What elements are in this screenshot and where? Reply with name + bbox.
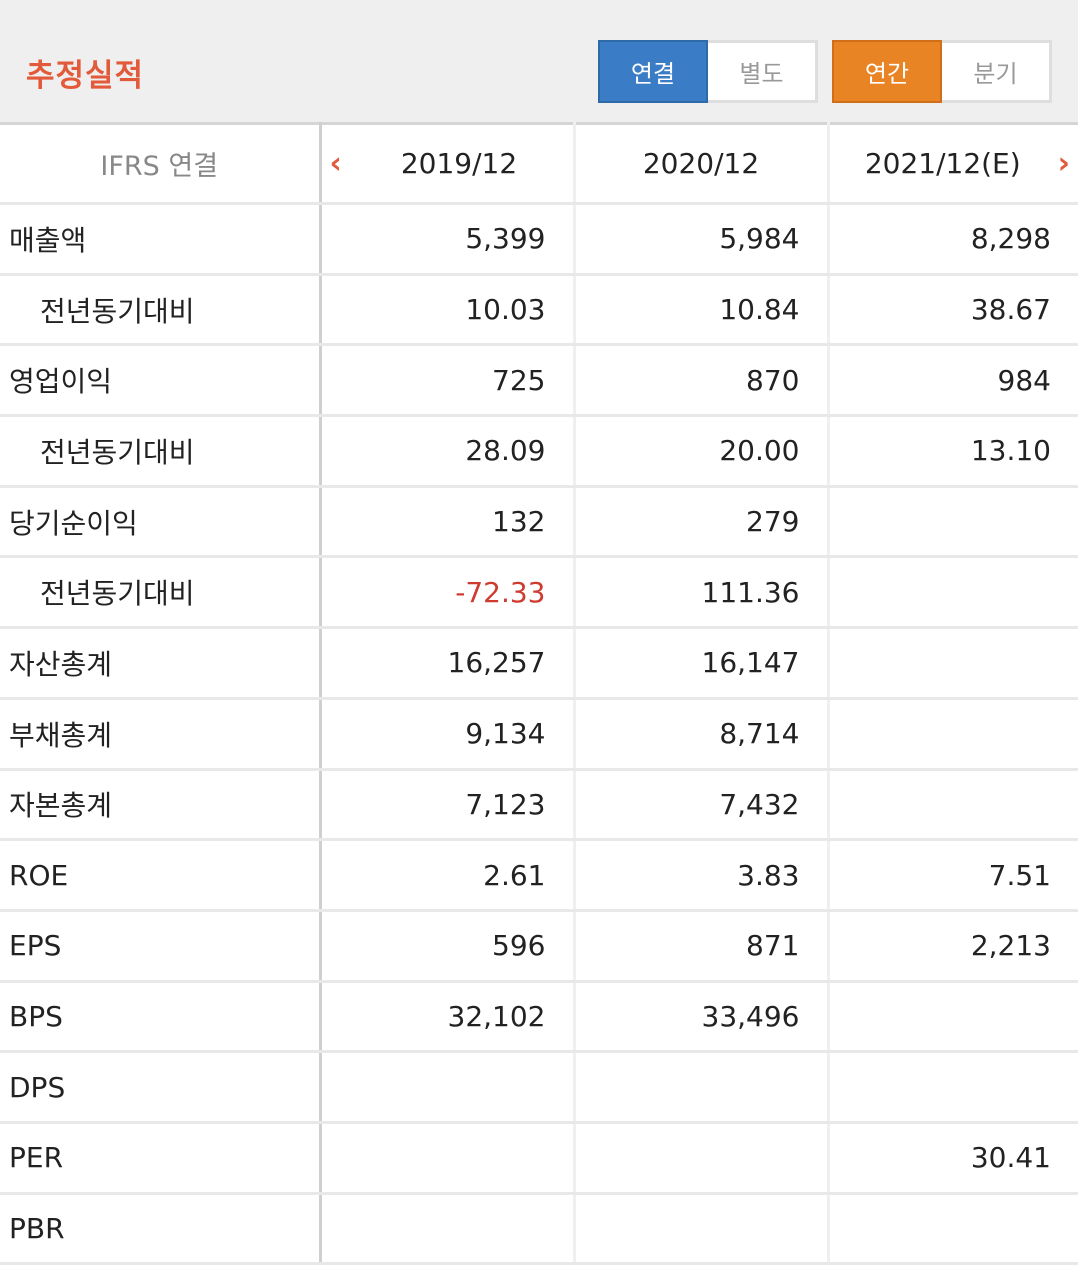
table-cell: 5,984	[574, 203, 830, 276]
table-cell: 30.41	[828, 1122, 1078, 1195]
table-cell: 32,102	[320, 981, 576, 1054]
table-cell	[828, 627, 1078, 700]
row-label: 전년동기대비	[0, 556, 322, 630]
table-cell	[828, 486, 1078, 559]
table-cell: 8,298	[828, 203, 1078, 276]
row-label: ROE	[0, 839, 322, 912]
row-label: 당기순이익	[0, 486, 322, 559]
table-cell: -72.33	[320, 556, 576, 630]
consolidation-toggle: 연결 별도	[598, 40, 818, 103]
table-row: 자본총계 7,123 7,432	[0, 769, 1078, 842]
row-label: PBR	[0, 1193, 322, 1266]
table-row: ROE 2.61 3.83 7.51	[0, 839, 1078, 912]
column-header: 2020/12	[574, 122, 830, 205]
table-row: 매출액 5,399 5,984 8,298	[0, 203, 1078, 276]
table-cell: 16,147	[574, 627, 830, 700]
table-cell: 132	[320, 486, 576, 559]
table-row: 전년동기대비 -72.33 111.36	[0, 556, 1078, 630]
table-row: PER 30.41	[0, 1122, 1078, 1195]
table-cell: 870	[574, 344, 830, 418]
table-cell	[828, 1051, 1078, 1124]
row-label: 매출액	[0, 203, 322, 276]
estimates-table: IFRS 연결 ‹ 2019/12 2020/12 2021/12(E) › 매…	[0, 122, 1078, 1266]
table-cell: 111.36	[574, 556, 830, 630]
separate-button[interactable]: 별도	[708, 40, 818, 103]
table-row: 영업이익 725 870 984	[0, 344, 1078, 418]
table-cell: 596	[320, 910, 576, 983]
table-cell	[320, 1193, 576, 1266]
row-label: 부채총계	[0, 698, 322, 771]
table-row: PBR	[0, 1193, 1078, 1266]
consolidated-button[interactable]: 연결	[598, 40, 708, 103]
row-label: 자본총계	[0, 769, 322, 842]
table-row: DPS	[0, 1051, 1078, 1124]
column-header: ‹ 2019/12	[320, 122, 576, 205]
annual-button[interactable]: 연간	[832, 40, 942, 103]
row-label: BPS	[0, 981, 322, 1054]
table-cell: 984	[828, 344, 1078, 418]
table-header-row: IFRS 연결 ‹ 2019/12 2020/12 2021/12(E) ›	[0, 122, 1078, 205]
row-label: 영업이익	[0, 344, 322, 418]
table-row: EPS 596 871 2,213	[0, 910, 1078, 983]
table-cell	[828, 698, 1078, 771]
table-cell: 13.10	[828, 415, 1078, 488]
table-cell: 9,134	[320, 698, 576, 771]
table-cell: 3.83	[574, 839, 830, 912]
table-cell	[574, 1051, 830, 1124]
table-cell: 28.09	[320, 415, 576, 488]
table-cell: 7,432	[574, 769, 830, 842]
table-cell: 33,496	[574, 981, 830, 1054]
table-row: 당기순이익 132 279	[0, 486, 1078, 559]
table-row: BPS 32,102 33,496	[0, 981, 1078, 1054]
chevron-right-icon[interactable]: ›	[1057, 145, 1070, 181]
table-cell	[574, 1193, 830, 1266]
table-row: 부채총계 9,134 8,714	[0, 698, 1078, 771]
table-cell: 38.67	[828, 274, 1078, 347]
table-cell	[320, 1122, 576, 1195]
estimates-header: 추정실적 연결 별도 연간 분기	[0, 0, 1078, 122]
table-cell: 279	[574, 486, 830, 559]
table-row: 자산총계 16,257 16,147	[0, 627, 1078, 700]
row-label: EPS	[0, 910, 322, 983]
table-row: 전년동기대비 10.03 10.84 38.67	[0, 274, 1078, 347]
row-label: PER	[0, 1122, 322, 1195]
table-cell: 20.00	[574, 415, 830, 488]
table-cell	[828, 981, 1078, 1054]
chevron-left-icon[interactable]: ‹	[329, 145, 342, 181]
table-cell	[828, 556, 1078, 630]
table-cell	[828, 769, 1078, 842]
table-cell	[828, 1193, 1078, 1266]
row-label: 전년동기대비	[0, 415, 322, 488]
column-header-label: 2019/12	[400, 147, 518, 180]
table-cell: 16,257	[320, 627, 576, 700]
row-label: 자산총계	[0, 627, 322, 700]
table-cell	[320, 1051, 576, 1124]
corner-label: IFRS 연결	[0, 122, 322, 205]
column-header-label: 2020/12	[642, 147, 760, 180]
table-row: 전년동기대비 28.09 20.00 13.10	[0, 415, 1078, 488]
period-toggle: 연간 분기	[832, 40, 1052, 103]
table-cell: 871	[574, 910, 830, 983]
row-label: 전년동기대비	[0, 274, 322, 347]
table-cell: 8,714	[574, 698, 830, 771]
row-label: DPS	[0, 1051, 322, 1124]
quarterly-button[interactable]: 분기	[942, 40, 1052, 103]
table-cell: 2,213	[828, 910, 1078, 983]
table-cell: 7,123	[320, 769, 576, 842]
column-header: 2021/12(E) ›	[828, 122, 1078, 205]
table-cell: 725	[320, 344, 576, 418]
table-cell: 5,399	[320, 203, 576, 276]
table-cell	[574, 1122, 830, 1195]
table-cell: 2.61	[320, 839, 576, 912]
table-cell: 10.03	[320, 274, 576, 347]
column-header-label: 2021/12(E)	[864, 147, 1021, 180]
section-title: 추정실적	[26, 58, 145, 94]
table-cell: 10.84	[574, 274, 830, 347]
table-cell: 7.51	[828, 839, 1078, 912]
